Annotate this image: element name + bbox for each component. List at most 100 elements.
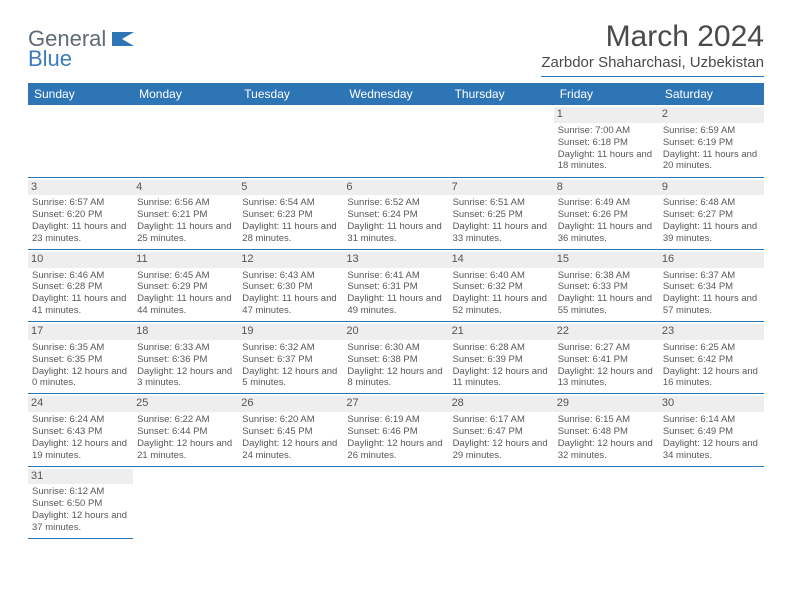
day-info: Sunrise: 6:45 AMSunset: 6:29 PMDaylight:… — [137, 270, 234, 318]
day-number: 2 — [659, 107, 764, 123]
day-cell: 28 Sunrise: 6:17 AMSunset: 6:47 PMDayligh… — [449, 394, 554, 466]
day-info: Sunrise: 6:20 AMSunset: 6:45 PMDaylight:… — [242, 414, 339, 462]
day-info: Sunrise: 6:28 AMSunset: 6:39 PMDaylight:… — [453, 342, 550, 390]
day-number: 5 — [238, 180, 343, 196]
day-number: 23 — [659, 324, 764, 340]
day-number: 18 — [133, 324, 238, 340]
day-info: Sunrise: 6:27 AMSunset: 6:41 PMDaylight:… — [558, 342, 655, 390]
day-number: 27 — [343, 396, 448, 412]
day-cell: 23 Sunrise: 6:25 AMSunset: 6:42 PMDayligh… — [659, 322, 764, 394]
empty-cell — [343, 466, 448, 538]
title-block: March 2024 Zarbdor Shaharchasi, Uzbekist… — [541, 20, 764, 77]
day-cell: 11 Sunrise: 6:45 AMSunset: 6:29 PMDayligh… — [133, 249, 238, 321]
day-cell: 22Sunrise: 6:27 AMSunset: 6:41 PMDayligh… — [554, 322, 659, 394]
page: General March 2024 Zarbdor Shaharchasi, … — [0, 0, 792, 549]
day-cell: 20 Sunrise: 6:30 AMSunset: 6:38 PMDayligh… — [343, 322, 448, 394]
day-info: Sunrise: 6:25 AMSunset: 6:42 PMDaylight:… — [663, 342, 760, 390]
day-info: Sunrise: 6:56 AMSunset: 6:21 PMDaylight:… — [137, 197, 234, 245]
empty-cell — [449, 105, 554, 177]
empty-cell — [449, 466, 554, 538]
day-cell: 24Sunrise: 6:24 AMSunset: 6:43 PMDayligh… — [28, 394, 133, 466]
day-info: Sunrise: 6:12 AMSunset: 6:50 PMDaylight:… — [32, 486, 129, 534]
day-number: 29 — [554, 396, 659, 412]
empty-cell — [28, 105, 133, 177]
day-cell: 14Sunrise: 6:40 AMSunset: 6:32 PMDayligh… — [449, 249, 554, 321]
empty-cell — [133, 466, 238, 538]
day-cell: 26 Sunrise: 6:20 AMSunset: 6:45 PMDayligh… — [238, 394, 343, 466]
calendar-table: SundayMondayTuesdayWednesdayThursdayFrid… — [28, 83, 764, 539]
day-info: Sunrise: 6:19 AMSunset: 6:46 PMDaylight:… — [347, 414, 444, 462]
day-number: 12 — [238, 252, 343, 268]
day-info: Sunrise: 6:52 AMSunset: 6:24 PMDaylight:… — [347, 197, 444, 245]
header: General March 2024 Zarbdor Shaharchasi, … — [28, 20, 764, 77]
day-cell: 7Sunrise: 6:51 AMSunset: 6:25 PMDaylight… — [449, 177, 554, 249]
weekday-row: SundayMondayTuesdayWednesdayThursdayFrid… — [28, 83, 764, 105]
day-number: 25 — [133, 396, 238, 412]
empty-cell — [238, 466, 343, 538]
weekday-header: Tuesday — [238, 83, 343, 105]
day-info: Sunrise: 6:35 AMSunset: 6:35 PMDaylight:… — [32, 342, 129, 390]
day-cell: 16Sunrise: 6:37 AMSunset: 6:34 PMDayligh… — [659, 249, 764, 321]
day-number: 7 — [449, 180, 554, 196]
day-cell: 29 Sunrise: 6:15 AMSunset: 6:48 PMDayligh… — [554, 394, 659, 466]
logo-flag-icon — [112, 26, 136, 52]
calendar-row: 3Sunrise: 6:57 AMSunset: 6:20 PMDaylight… — [28, 177, 764, 249]
empty-cell — [659, 466, 764, 538]
day-cell: 18Sunrise: 6:33 AMSunset: 6:36 PMDayligh… — [133, 322, 238, 394]
day-number: 16 — [659, 252, 764, 268]
day-number: 28 — [449, 396, 554, 412]
day-cell: 8Sunrise: 6:49 AMSunset: 6:26 PMDaylight… — [554, 177, 659, 249]
day-number: 14 — [449, 252, 554, 268]
day-number: 26 — [238, 396, 343, 412]
day-info: Sunrise: 6:57 AMSunset: 6:20 PMDaylight:… — [32, 197, 129, 245]
day-number: 17 — [28, 324, 133, 340]
calendar-row: 10 Sunrise: 6:46 AMSunset: 6:28 PMDayligh… — [28, 249, 764, 321]
day-number: 21 — [449, 324, 554, 340]
day-cell: 4Sunrise: 6:56 AMSunset: 6:21 PMDaylight… — [133, 177, 238, 249]
weekday-header: Wednesday — [343, 83, 448, 105]
day-cell: 13Sunrise: 6:41 AMSunset: 6:31 PMDayligh… — [343, 249, 448, 321]
day-cell: 31Sunrise: 6:12 AMSunset: 6:50 PMDayligh… — [28, 466, 133, 538]
day-info: Sunrise: 6:22 AMSunset: 6:44 PMDaylight:… — [137, 414, 234, 462]
day-number: 20 — [343, 324, 448, 340]
calendar-row: 1 Sunrise: 7:00 AMSunset: 6:18 PMDaylight… — [28, 105, 764, 177]
empty-cell — [238, 105, 343, 177]
weekday-header: Sunday — [28, 83, 133, 105]
day-number: 31 — [28, 469, 133, 485]
day-cell: 1 Sunrise: 7:00 AMSunset: 6:18 PMDaylight… — [554, 105, 659, 177]
weekday-header: Friday — [554, 83, 659, 105]
day-info: Sunrise: 6:32 AMSunset: 6:37 PMDaylight:… — [242, 342, 339, 390]
day-number: 10 — [28, 252, 133, 268]
weekday-header: Monday — [133, 83, 238, 105]
location: Zarbdor Shaharchasi, Uzbekistan — [541, 54, 764, 71]
day-cell: 21 Sunrise: 6:28 AMSunset: 6:39 PMDayligh… — [449, 322, 554, 394]
day-number: 30 — [659, 396, 764, 412]
day-cell: 5Sunrise: 6:54 AMSunset: 6:23 PMDaylight… — [238, 177, 343, 249]
day-info: Sunrise: 6:46 AMSunset: 6:28 PMDaylight:… — [32, 270, 129, 318]
day-info: Sunrise: 6:14 AMSunset: 6:49 PMDaylight:… — [663, 414, 760, 462]
day-cell: 19 Sunrise: 6:32 AMSunset: 6:37 PMDayligh… — [238, 322, 343, 394]
day-info: Sunrise: 7:00 AMSunset: 6:18 PMDaylight:… — [558, 125, 655, 173]
day-number: 1 — [554, 107, 659, 123]
day-info: Sunrise: 6:15 AMSunset: 6:48 PMDaylight:… — [558, 414, 655, 462]
day-info: Sunrise: 6:43 AMSunset: 6:30 PMDaylight:… — [242, 270, 339, 318]
calendar-body: 1 Sunrise: 7:00 AMSunset: 6:18 PMDaylight… — [28, 105, 764, 538]
empty-cell — [554, 466, 659, 538]
day-info: Sunrise: 6:59 AMSunset: 6:19 PMDaylight:… — [663, 125, 760, 173]
weekday-header: Saturday — [659, 83, 764, 105]
day-number: 9 — [659, 180, 764, 196]
empty-cell — [133, 105, 238, 177]
calendar-row: 31Sunrise: 6:12 AMSunset: 6:50 PMDayligh… — [28, 466, 764, 538]
weekday-header: Thursday — [449, 83, 554, 105]
day-info: Sunrise: 6:17 AMSunset: 6:47 PMDaylight:… — [453, 414, 550, 462]
day-cell: 27 Sunrise: 6:19 AMSunset: 6:46 PMDayligh… — [343, 394, 448, 466]
calendar-row: 17 Sunrise: 6:35 AMSunset: 6:35 PMDayligh… — [28, 322, 764, 394]
day-number: 19 — [238, 324, 343, 340]
day-number: 3 — [28, 180, 133, 196]
day-number: 11 — [133, 252, 238, 268]
day-info: Sunrise: 6:30 AMSunset: 6:38 PMDaylight:… — [347, 342, 444, 390]
day-cell: 17 Sunrise: 6:35 AMSunset: 6:35 PMDayligh… — [28, 322, 133, 394]
day-cell: 3Sunrise: 6:57 AMSunset: 6:20 PMDaylight… — [28, 177, 133, 249]
day-cell: 9Sunrise: 6:48 AMSunset: 6:27 PMDaylight… — [659, 177, 764, 249]
day-info: Sunrise: 6:41 AMSunset: 6:31 PMDaylight:… — [347, 270, 444, 318]
